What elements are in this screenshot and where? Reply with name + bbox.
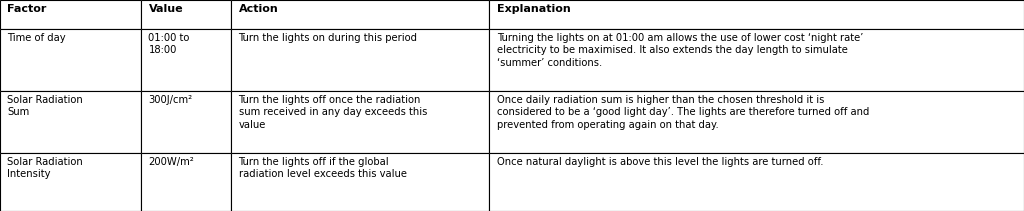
Bar [231, 29, 489, 91]
Bar [231, 0, 489, 29]
Bar [141, 29, 231, 91]
Bar [141, 153, 231, 211]
Bar [141, 0, 231, 29]
Text: Explanation: Explanation [497, 4, 570, 14]
Bar [231, 153, 489, 211]
Bar [0, 0, 141, 29]
Bar [0, 0, 141, 29]
Bar [0, 153, 141, 211]
Text: Turn the lights off if the global
radiation level exceeds this value: Turn the lights off if the global radiat… [239, 157, 407, 179]
Bar [231, 91, 489, 153]
Text: Factor: Factor [7, 4, 46, 14]
Bar [489, 91, 1024, 153]
Bar [141, 0, 231, 29]
Text: Time of day: Time of day [7, 33, 66, 43]
Text: 300J/cm²: 300J/cm² [148, 95, 193, 105]
Bar [0, 91, 141, 153]
Text: Turn the lights on during this period: Turn the lights on during this period [239, 33, 418, 43]
Text: Solar Radiation
Intensity: Solar Radiation Intensity [7, 157, 83, 179]
Bar [489, 29, 1024, 91]
Bar [0, 29, 141, 91]
Bar [141, 91, 231, 153]
Text: Action: Action [239, 4, 279, 14]
Bar [489, 91, 1024, 153]
Text: 200W/m²: 200W/m² [148, 157, 195, 167]
Bar [0, 91, 141, 153]
Text: Turn the lights off once the radiation
sum received in any day exceeds this
valu: Turn the lights off once the radiation s… [239, 95, 427, 130]
Bar [141, 29, 231, 91]
Bar [141, 153, 231, 211]
Text: Once natural daylight is above this level the lights are turned off.: Once natural daylight is above this leve… [497, 157, 823, 167]
Bar [489, 0, 1024, 29]
Bar [0, 29, 141, 91]
Bar [489, 153, 1024, 211]
Bar [231, 153, 489, 211]
Text: Solar Radiation
Sum: Solar Radiation Sum [7, 95, 83, 117]
Bar [489, 0, 1024, 29]
Bar [489, 29, 1024, 91]
Bar [231, 0, 489, 29]
Text: Once daily radiation sum is higher than the chosen threshold it is
considered to: Once daily radiation sum is higher than … [497, 95, 869, 130]
Text: Turning the lights on at 01:00 am allows the use of lower cost ‘night rate’
elec: Turning the lights on at 01:00 am allows… [497, 33, 863, 68]
Bar [231, 91, 489, 153]
Bar [0, 153, 141, 211]
Bar [489, 153, 1024, 211]
Bar [141, 91, 231, 153]
Text: 01:00 to
18:00: 01:00 to 18:00 [148, 33, 189, 55]
Text: Value: Value [148, 4, 183, 14]
Bar [231, 29, 489, 91]
